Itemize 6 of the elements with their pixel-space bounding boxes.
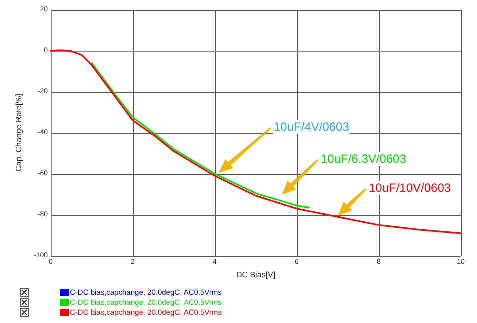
- annotation: 10uF/10V/0603: [368, 181, 452, 195]
- annotation: 10uF/4V/0603: [273, 120, 350, 134]
- y-axis-title: Cap. Change Rate[%]: [14, 94, 24, 172]
- annotation: 10uF/6.3V/0603: [320, 152, 408, 166]
- x-axis-title: DC Bias[V]: [236, 270, 276, 280]
- line-series: [50, 50, 462, 234]
